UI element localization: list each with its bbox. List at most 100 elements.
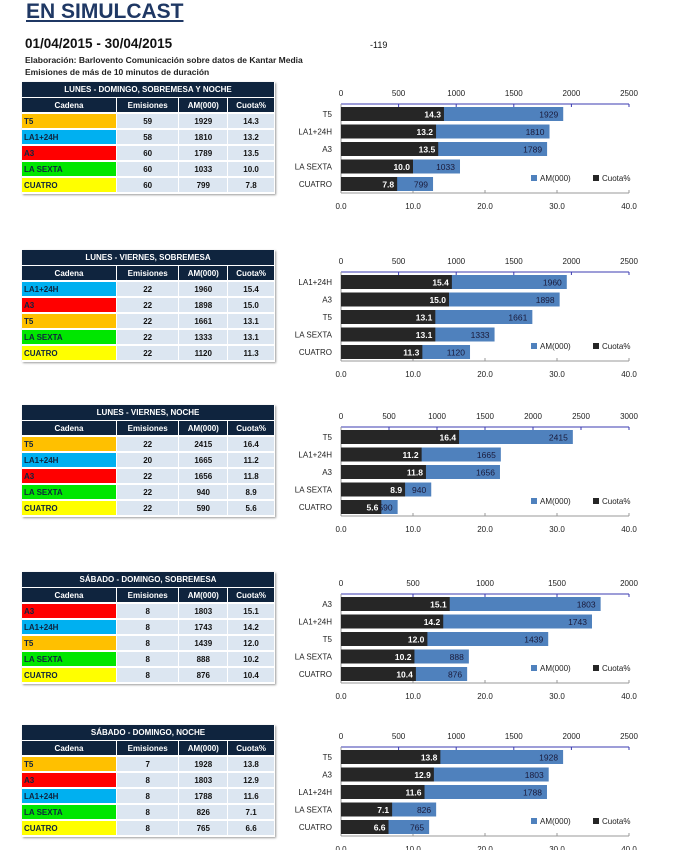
cuota-data-label: 12.0	[408, 635, 425, 645]
top-tick-label: 500	[392, 732, 406, 741]
value-cell: 1898	[178, 297, 229, 314]
cuota-data-label: 11.6	[405, 788, 421, 798]
value-cell: 22	[116, 297, 180, 314]
category-label: CUATRO	[299, 180, 332, 189]
page-title: EN SIMULCAST	[26, 0, 184, 23]
value-cell: 1788	[178, 788, 229, 805]
category-label: CUATRO	[299, 670, 332, 679]
value-cell: 799	[178, 177, 229, 194]
channel-cell: LA SEXTA	[22, 651, 117, 668]
legend: AM(000) Cuota%	[531, 342, 630, 351]
cuota-bar	[341, 649, 415, 664]
bottom-tick-label: 20.0	[477, 370, 493, 379]
am-data-label: 1803	[525, 770, 544, 780]
value-cell: 1665	[178, 452, 229, 469]
category-label: LA SEXTA	[295, 163, 333, 172]
top-tick-label: 2000	[563, 89, 581, 98]
column-header: Emisiones	[116, 97, 180, 114]
bottom-tick-label: 20.0	[477, 692, 493, 701]
value-cell: 1803	[178, 772, 229, 789]
am-data-label: 1789	[523, 145, 542, 155]
channel-cell: LA SEXTA	[22, 329, 117, 346]
table-row: A3 60 1789 13.5	[22, 145, 275, 162]
channel-cell: CUATRO	[22, 345, 117, 362]
channel-cell: A3	[22, 297, 117, 314]
top-tick-label: 2000	[620, 579, 638, 588]
legend-swatch	[531, 175, 537, 181]
value-cell: 22	[116, 468, 180, 485]
am-data-label: 1439	[524, 635, 543, 645]
table-row: A3 22 1656 11.8	[22, 468, 275, 485]
am-data-label: 1661	[508, 313, 527, 323]
cuota-data-label: 10.2	[395, 652, 412, 662]
value-cell: 13.8	[227, 756, 275, 773]
value-cell: 60	[116, 161, 180, 178]
page-code: -119	[370, 40, 388, 50]
bottom-tick-label: 30.0	[549, 525, 565, 534]
table-row: A3 8 1803 12.9	[22, 772, 275, 789]
am-data-label: 590	[378, 503, 392, 513]
am-data-label: 1743	[568, 617, 587, 627]
top-tick-label: 2500	[572, 412, 590, 421]
cuota-data-label: 14.3	[424, 110, 441, 120]
column-header: Cadena	[22, 740, 117, 757]
source-note: Elaboración: Barlovento Comunicación sob…	[25, 55, 303, 65]
table-row: LA1+24H 8 1788 11.6	[22, 788, 275, 805]
top-tick-label: 500	[392, 257, 406, 266]
legend-swatch	[593, 343, 599, 349]
duration-note: Emisiones de más de 10 minutos de duraci…	[25, 67, 210, 77]
am-data-label: 1960	[543, 278, 562, 288]
value-cell: 60	[116, 145, 180, 162]
category-label: LA SEXTA	[295, 331, 333, 340]
channel-cell: T5	[22, 756, 117, 773]
category-label: T5	[323, 753, 333, 762]
channel-cell: LA1+24H	[22, 281, 117, 298]
top-tick-label: 2500	[620, 732, 638, 741]
top-tick-label: 2000	[524, 412, 542, 421]
category-label: LA1+24H	[298, 278, 332, 287]
value-cell: 8	[116, 804, 180, 821]
cuota-bar	[341, 275, 452, 289]
top-tick-label: 1000	[447, 257, 465, 266]
channel-cell: LA1+24H	[22, 788, 117, 805]
top-tick-label: 3000	[620, 412, 638, 421]
category-label: LA SEXTA	[295, 486, 333, 495]
bottom-tick-label: 30.0	[549, 202, 565, 211]
table-row: LA SEXTA 8 888 10.2	[22, 651, 275, 668]
cuota-data-label: 7.8	[382, 180, 394, 190]
bottom-tick-label: 0.0	[335, 845, 347, 850]
value-cell: 10.2	[227, 651, 275, 668]
channel-cell: LA1+24H	[22, 452, 117, 469]
column-header: Cadena	[22, 420, 117, 437]
table-caption: SÁBADO - DOMINGO, SOBREMESA	[22, 572, 275, 588]
ratings-table: LUNES - VIERNES, SOBREMESA Cadena Emisione…	[22, 250, 275, 362]
legend-label: Cuota%	[602, 817, 630, 826]
category-label: LA1+24H	[298, 451, 332, 460]
ratings-table: SÁBADO - DOMINGO, NOCHE Cadena Emisiones AM…	[22, 725, 275, 837]
am-data-label: 876	[448, 670, 462, 680]
category-label: LA1+24H	[298, 788, 332, 797]
table-row: LA1+24H 22 1960 15.4	[22, 281, 275, 298]
cuota-bar	[341, 667, 416, 681]
bar-chart: 0 500 1000 1500 2000 2500 0.0 10.0 20.0 30.0 40.0 T…	[295, 89, 639, 211]
channel-cell: LA1+24H	[22, 129, 117, 146]
top-tick-label: 1000	[447, 732, 465, 741]
value-cell: 8	[116, 603, 180, 620]
cuota-bar	[341, 500, 382, 514]
table-row: LA SEXTA 60 1033 10.0	[22, 161, 275, 178]
am-data-label: 888	[450, 652, 464, 662]
table-row: A3 22 1898 15.0	[22, 297, 275, 314]
value-cell: 13.1	[227, 313, 275, 330]
value-cell: 14.2	[227, 619, 275, 636]
cuota-bar	[341, 447, 422, 462]
cuota-bar	[341, 159, 413, 174]
top-tick-label: 2500	[620, 257, 638, 266]
cuota-bar	[341, 820, 389, 834]
value-cell: 1120	[178, 345, 229, 362]
table-row: CUATRO 60 799 7.8	[22, 177, 275, 194]
table-row: CUATRO 22 1120 11.3	[22, 345, 275, 362]
table-row: LA1+24H 20 1665 11.2	[22, 452, 275, 469]
bottom-tick-label: 40.0	[621, 692, 637, 701]
am-data-label: 799	[414, 180, 428, 190]
